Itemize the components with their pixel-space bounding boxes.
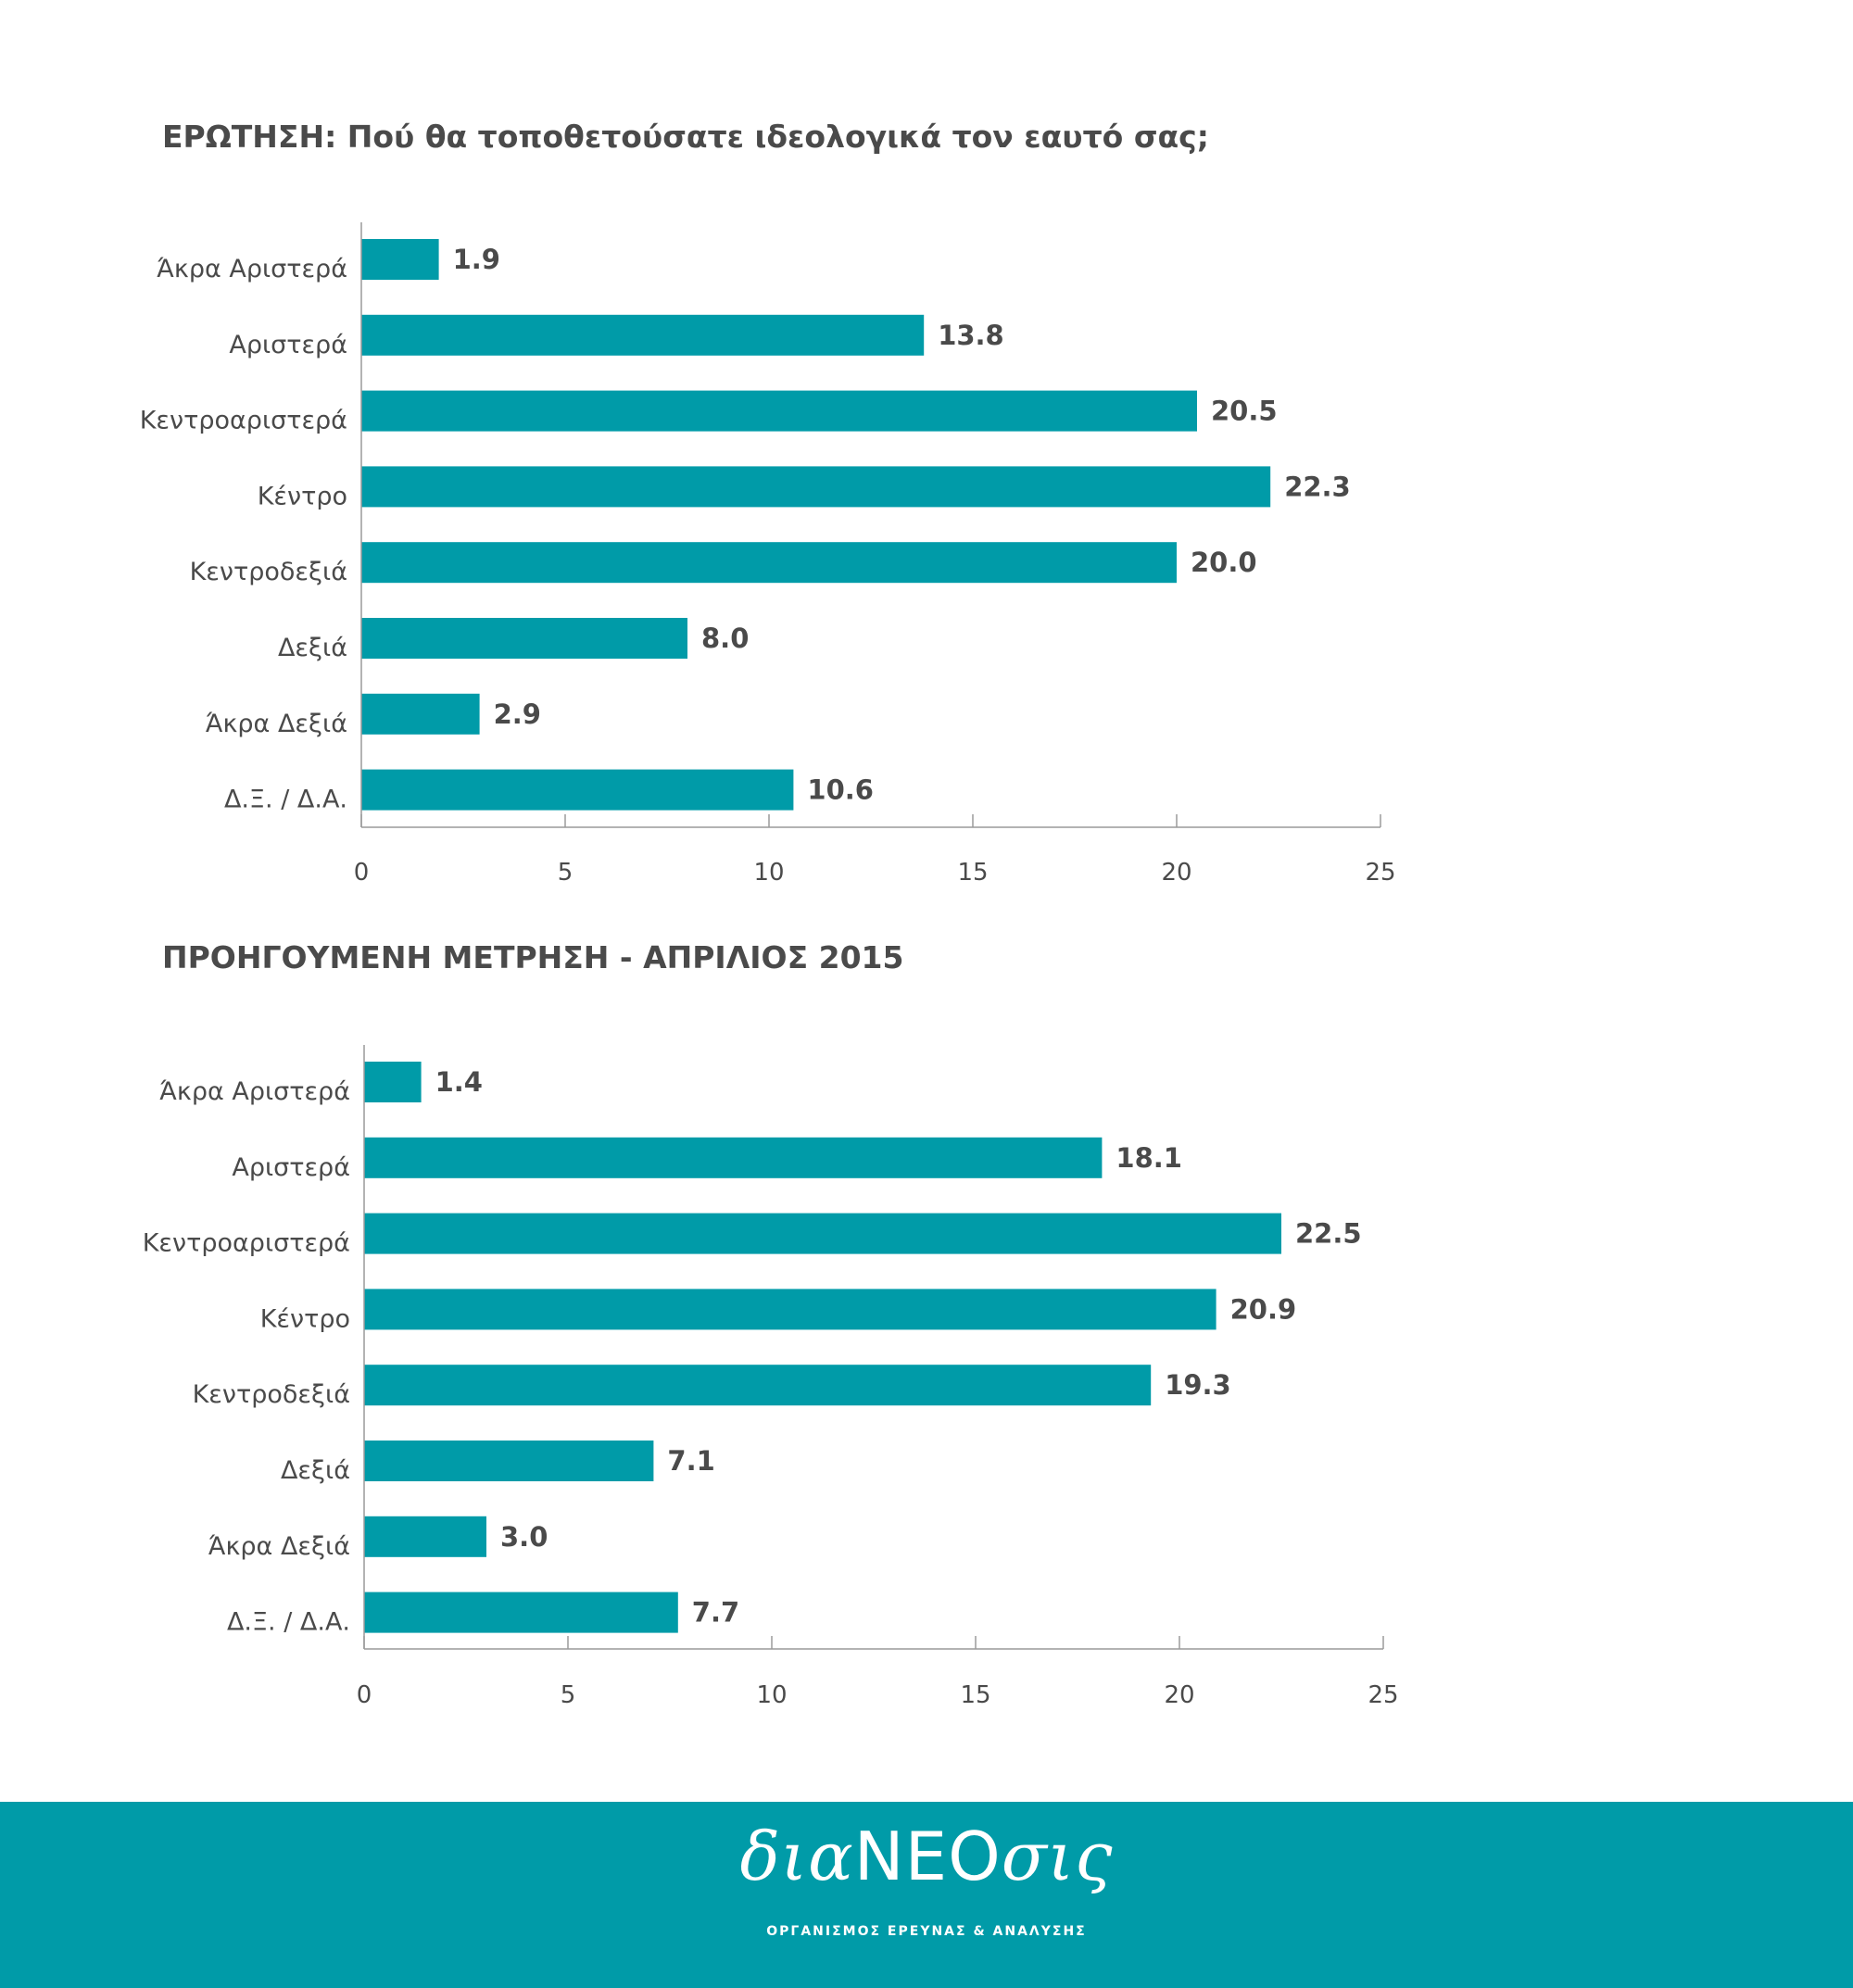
bar-1: [361, 314, 925, 356]
bar-2: [361, 390, 1197, 432]
data-label: 7.1: [667, 1445, 714, 1477]
category-label: Κεντροδεξιά: [193, 1380, 350, 1409]
category-label: Κέντρο: [258, 482, 347, 510]
category-label: Δ.Ξ. / Δ.Α.: [224, 786, 347, 814]
bar-7: [364, 1592, 678, 1633]
x-tick-label: 25: [1368, 1681, 1398, 1709]
data-label: 10.6: [807, 774, 874, 806]
x-tick-label: 15: [957, 859, 988, 887]
chart-title: ΕΡΩΤΗΣΗ: Πού θα τοποθετούσατε ιδεολογικά…: [162, 119, 1209, 155]
x-tick-label: 0: [357, 1681, 372, 1709]
bar-5: [364, 1441, 654, 1481]
bar-2: [364, 1213, 1281, 1254]
logo-prefix: δια: [739, 1818, 854, 1895]
data-label: 20.9: [1230, 1293, 1297, 1325]
bar-4: [364, 1365, 1152, 1406]
bar-1: [364, 1137, 1103, 1178]
data-label: 1.9: [453, 244, 500, 275]
bar-7: [361, 769, 794, 811]
category-label: Κεντροαριστερά: [143, 1229, 350, 1258]
data-label: 22.5: [1295, 1218, 1362, 1250]
bar-chart-previous: Άκρα Αριστερά 1.4 Αριστερά 18.1 Κεντροαριστε…: [143, 1045, 1399, 1709]
data-label: 22.3: [1284, 471, 1351, 502]
category-label: Άκρα Αριστερά: [159, 1077, 350, 1106]
x-tick-label: 20: [1164, 1681, 1194, 1709]
x-tick-label: 15: [960, 1681, 990, 1709]
bar-chart-current: Άκρα Αριστερά 1.9 Αριστερά 13.8 Κεντροαριστε…: [140, 222, 1396, 887]
logo-suffix: σις: [1001, 1818, 1114, 1895]
data-label: 13.8: [938, 320, 1004, 351]
logo-caps: ΝΕΟ: [853, 1818, 1002, 1895]
category-label: Δεξιά: [278, 634, 347, 662]
dianeosis-logo: διαΝΕΟσις: [0, 1818, 1853, 1895]
logo-tagline: ΟΡΓΑΝΙΣΜΟΣ ΕΡΕΥΝΑΣ & ΑΝΑΛΥΣΗΣ: [766, 1924, 1087, 1939]
bar-4: [361, 542, 1177, 584]
data-label: 2.9: [494, 698, 541, 730]
category-label: Αριστερά: [229, 331, 347, 359]
data-label: 20.5: [1211, 396, 1278, 427]
x-tick-label: 5: [561, 1681, 576, 1709]
chart-title: ΠΡΟΗΓΟΥΜΕΝΗ ΜΕΤΡΗΣΗ - ΑΠΡΙΛΙΟΣ 2015: [162, 939, 904, 975]
bar-6: [361, 693, 480, 735]
category-label: Αριστερά: [232, 1153, 350, 1182]
category-label: Άκρα Δεξιά: [206, 710, 347, 738]
category-label: Κέντρο: [260, 1304, 350, 1333]
x-tick-label: 25: [1365, 859, 1395, 887]
bar-5: [361, 618, 687, 659]
data-label: 8.0: [701, 623, 749, 654]
category-label: Κεντροαριστερά: [140, 407, 347, 435]
footer-banner: [0, 1802, 1853, 1988]
data-label: 7.7: [692, 1597, 739, 1629]
bar-3: [361, 466, 1271, 508]
bar-0: [361, 239, 439, 280]
category-label: Άκρα Δεξιά: [208, 1532, 350, 1561]
x-tick-label: 10: [756, 1681, 787, 1709]
x-tick-label: 10: [753, 859, 784, 887]
category-label: Άκρα Αριστερά: [157, 255, 347, 283]
bar-6: [364, 1516, 486, 1557]
x-tick-label: 5: [558, 859, 574, 887]
data-label: 1.4: [435, 1066, 483, 1098]
data-label: 20.0: [1191, 547, 1257, 578]
x-tick-label: 20: [1161, 859, 1191, 887]
data-label: 19.3: [1165, 1369, 1231, 1401]
category-label: Κεντροδεξιά: [190, 558, 347, 586]
data-label: 3.0: [500, 1521, 548, 1553]
category-label: Δ.Ξ. / Δ.Α.: [227, 1608, 350, 1637]
bar-3: [364, 1289, 1216, 1330]
bar-0: [364, 1062, 422, 1102]
category-label: Δεξιά: [281, 1456, 350, 1485]
data-label: 18.1: [1116, 1142, 1182, 1174]
x-tick-label: 0: [354, 859, 370, 887]
